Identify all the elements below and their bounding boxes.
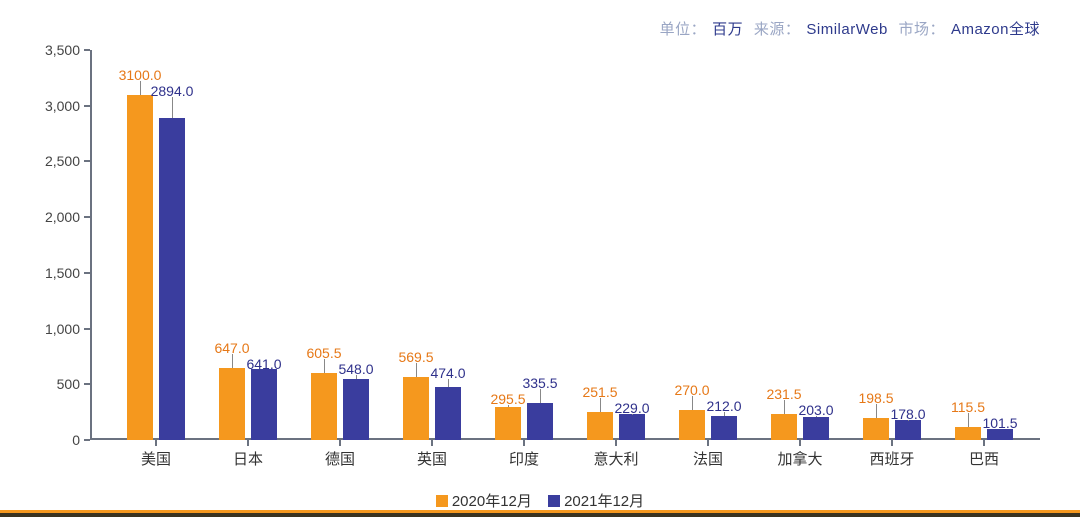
bar-value-label: 474.0 (430, 365, 465, 381)
y-tick-label: 1,000 (20, 321, 80, 337)
market-label: 市场： (898, 21, 945, 38)
bar-value-label: 548.0 (338, 361, 373, 377)
bar-group: 印度295.5335.5 (495, 50, 553, 440)
bar-value-label: 605.5 (306, 345, 341, 361)
bar-group: 法国270.0212.0 (679, 50, 737, 440)
bar-value-label: 229.0 (614, 400, 649, 416)
bar-value-label: 3100.0 (119, 67, 162, 83)
bar (863, 418, 889, 440)
y-tick-label: 3,000 (20, 98, 80, 114)
bar (127, 95, 153, 440)
bar-value-label: 641.0 (246, 356, 281, 372)
chart-header: 单位： 百万 来源： SimilarWeb 市场： Amazon全球 (0, 18, 1040, 39)
bar-value-label: 295.5 (490, 391, 525, 407)
legend-item-2020: 2020年12月 (436, 490, 532, 511)
legend: 2020年12月 2021年12月 (0, 490, 1080, 511)
y-tick-label: 1,500 (20, 265, 80, 281)
bar (895, 420, 921, 440)
unit-value: 百万 (712, 21, 743, 38)
bar-group: 美国3100.02894.0 (127, 50, 185, 440)
bar-value-label: 203.0 (798, 402, 833, 418)
source-label: 来源： (754, 21, 801, 38)
bar-value-label: 198.5 (858, 390, 893, 406)
market-value: Amazon全球 (951, 21, 1040, 38)
unit-label: 单位： (660, 21, 707, 38)
y-tick-label: 3,500 (20, 42, 80, 58)
bar (679, 410, 705, 440)
bar (403, 377, 429, 440)
bar-group: 英国569.5474.0 (403, 50, 461, 440)
y-tick-label: 2,000 (20, 209, 80, 225)
bar (435, 387, 461, 440)
legend-swatch-2021 (548, 495, 560, 507)
bar (955, 427, 981, 440)
bar (619, 414, 645, 440)
bar-group: 德国605.5548.0 (311, 50, 369, 440)
bar-value-label: 251.5 (582, 384, 617, 400)
bar-value-label: 569.5 (398, 349, 433, 365)
y-tick-label: 0 (20, 432, 80, 448)
bar (803, 417, 829, 440)
bar (771, 414, 797, 440)
bar (219, 368, 245, 440)
y-tick-label: 500 (20, 376, 80, 392)
bar (527, 403, 553, 440)
bar-value-label: 270.0 (674, 382, 709, 398)
bar (495, 407, 521, 440)
bar-group: 加拿大231.5203.0 (771, 50, 829, 440)
legend-label-2021: 2021年12月 (564, 493, 644, 510)
bar-group: 日本647.0641.0 (219, 50, 277, 440)
bar (159, 118, 185, 440)
bar (343, 379, 369, 440)
footer-accent (0, 510, 1080, 517)
source-value: SimilarWeb (806, 21, 887, 38)
bar-value-label: 2894.0 (151, 83, 194, 99)
bar-value-label: 178.0 (890, 406, 925, 422)
bar (311, 373, 337, 440)
chart-frame: 单位：百万 来源：SimilarWeb 市场：Amazon全球 05001,00… (0, 0, 1080, 517)
plot-area: 05001,0001,5002,0002,5003,0003,500美国3100… (90, 50, 1040, 440)
bar-value-label: 101.5 (982, 415, 1017, 431)
y-tick-label: 2,500 (20, 153, 80, 169)
bar-value-label: 335.5 (522, 375, 557, 391)
legend-item-2021: 2021年12月 (548, 490, 644, 511)
bar (711, 416, 737, 440)
bar (251, 369, 277, 440)
y-axis (90, 50, 92, 440)
legend-label-2020: 2020年12月 (452, 493, 532, 510)
bar (587, 412, 613, 440)
bar-value-label: 115.5 (951, 399, 985, 415)
bar-value-label: 212.0 (706, 398, 741, 414)
bar-group: 西班牙198.5178.0 (863, 50, 921, 440)
bar-group: 意大利251.5229.0 (587, 50, 645, 440)
bar-group: 巴西115.5101.5 (955, 50, 1013, 440)
bar-value-label: 647.0 (214, 340, 249, 356)
legend-swatch-2020 (436, 495, 448, 507)
bar-value-label: 231.5 (766, 386, 801, 402)
